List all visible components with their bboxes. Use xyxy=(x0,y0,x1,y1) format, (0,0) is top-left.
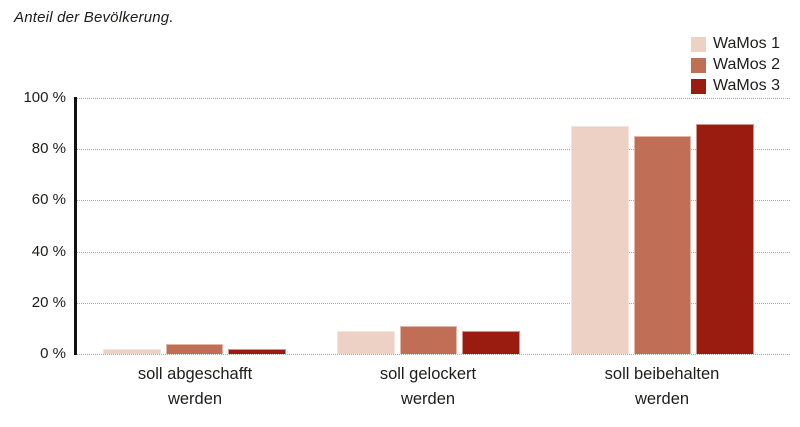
bar-wamos3-category-3 xyxy=(696,123,754,354)
y-tick-label-80: 80 % xyxy=(31,140,66,158)
x-category-label-3-line-2: werden xyxy=(634,390,690,408)
y-tick-label-60: 60 % xyxy=(31,191,66,209)
gridline-80 xyxy=(77,149,790,151)
x-category-label-3: soll beibehalten werden xyxy=(542,362,782,412)
y-axis-line xyxy=(74,97,77,355)
bar-group-1 xyxy=(103,98,286,354)
x-category-label-2: soll gelockert werden xyxy=(308,362,548,412)
y-tick-label-0: 0 % xyxy=(40,345,66,362)
bar-wamos2-category-1 xyxy=(165,343,224,354)
x-category-label-1-line-1: soll abgeschafft xyxy=(137,365,253,383)
legend-label-2: WaMos 2 xyxy=(713,56,780,73)
gridline-100 xyxy=(77,98,790,99)
legend-label-3: WaMos 3 xyxy=(713,77,780,94)
legend-item-1: WaMos 1 xyxy=(691,35,780,53)
bar-wamos1-category-2 xyxy=(337,330,395,354)
y-tick-label-100: 100 % xyxy=(23,89,66,106)
gridline-40 xyxy=(77,251,790,253)
legend-item-3: WaMos 3 xyxy=(691,77,780,95)
gridline-60 xyxy=(77,200,790,202)
bar-wamos3-category-2 xyxy=(462,330,520,354)
legend: WaMos 1 WaMos 2 WaMos 3 xyxy=(691,35,780,95)
x-category-label-3-line-1: soll beibehalten xyxy=(604,365,720,383)
y-tick-label-40: 40 % xyxy=(31,242,66,260)
gridline-20 xyxy=(77,302,790,304)
x-category-label-2-line-1: soll gelockert xyxy=(379,365,477,383)
bar-wamos1-category-3 xyxy=(571,126,629,354)
bar-wamos1-category-1 xyxy=(103,348,161,354)
legend-swatch-1 xyxy=(691,36,707,52)
bar-wamos2-category-3 xyxy=(633,136,692,354)
x-category-label-1-line-2: werden xyxy=(167,390,223,408)
legend-swatch-2 xyxy=(691,57,707,73)
bar-wamos3-category-1 xyxy=(228,348,286,354)
bar-group-2 xyxy=(337,98,520,354)
bar-group-3 xyxy=(571,98,754,354)
gridline-0 xyxy=(77,354,790,355)
legend-item-2: WaMos 2 xyxy=(691,56,780,74)
chart-title: Anteil der Bevölkerung. xyxy=(14,9,174,26)
legend-label-1: WaMos 1 xyxy=(713,35,780,52)
y-tick-label-20: 20 % xyxy=(31,293,66,311)
x-category-label-2-line-2: werden xyxy=(400,390,456,408)
x-category-label-1: soll abgeschafft werden xyxy=(75,362,315,412)
bar-wamos2-category-2 xyxy=(399,325,458,354)
legend-swatch-3 xyxy=(691,78,707,94)
